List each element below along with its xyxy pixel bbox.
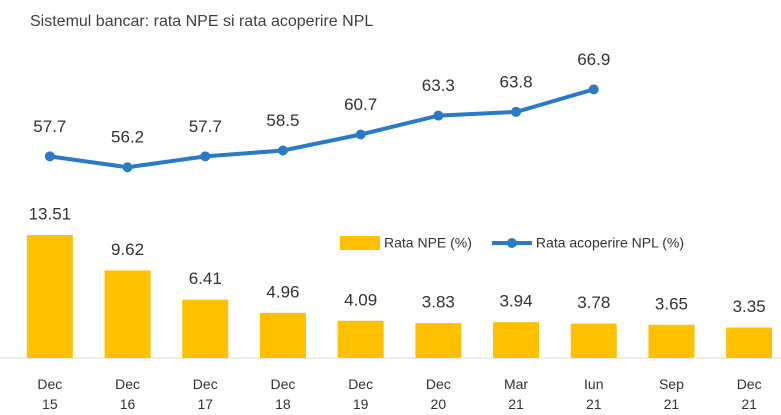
data-label: 3.65: [655, 294, 688, 313]
bar: [182, 299, 229, 358]
line-marker: [355, 129, 366, 140]
legend-label: Rata NPE (%): [384, 235, 472, 251]
x-tick-label: Mar 21: [503, 376, 529, 412]
data-label: 60.7: [344, 95, 377, 114]
line-marker: [122, 162, 133, 173]
legend-swatch: [340, 236, 380, 250]
line-marker: [44, 151, 55, 162]
data-label: 66.9: [577, 50, 610, 69]
data-label: 3.78: [577, 293, 610, 312]
data-label: 63.3: [422, 76, 455, 95]
legend-swatch: [506, 238, 517, 248]
bar: [493, 322, 540, 358]
bar: [104, 270, 151, 358]
chart-title: Sistemul bancar: rata NPE si rata acoper…: [30, 13, 373, 30]
bar: [570, 323, 617, 358]
data-label: 57.7: [189, 117, 222, 136]
x-tick-label: Dec 17: [192, 376, 218, 412]
data-label: 9.62: [111, 240, 144, 259]
data-label: 58.5: [266, 111, 299, 130]
bar: [648, 324, 695, 358]
bar: [726, 327, 773, 358]
bar: [415, 323, 462, 358]
x-tick-label: Dec 19: [348, 376, 374, 412]
line-marker: [200, 151, 211, 162]
x-tick-label: Dec 20: [425, 376, 451, 412]
line-marker: [433, 110, 444, 121]
x-tick-label: Dec 16: [115, 376, 140, 412]
x-tick-label: Iun 21: [584, 376, 604, 412]
data-label: 63.8: [500, 72, 533, 91]
data-label: 3.83: [422, 293, 455, 312]
data-label: 3.94: [500, 292, 533, 311]
x-tick-label: Dec 21: [736, 376, 762, 412]
data-label: 3.35: [733, 297, 766, 316]
line-marker: [588, 84, 599, 95]
data-label: 57.7: [33, 117, 66, 136]
bar: [337, 320, 384, 358]
legend-label: Rata acoperire NPL (%): [536, 235, 684, 251]
data-label: 4.09: [344, 290, 377, 309]
line-marker: [277, 145, 288, 156]
line: [49, 87, 595, 170]
data-label: 4.96: [266, 282, 299, 301]
line-marker: [511, 106, 522, 117]
bar: [26, 235, 73, 358]
bar: [259, 312, 306, 358]
x-tick-label: Dec 18: [270, 376, 296, 412]
x-tick-label: Sep 21: [658, 376, 684, 412]
data-label: 6.41: [189, 269, 222, 288]
x-tick-label: Dec 15: [37, 376, 63, 412]
data-label: 13.51: [29, 205, 72, 224]
data-label: 56.2: [111, 128, 144, 147]
